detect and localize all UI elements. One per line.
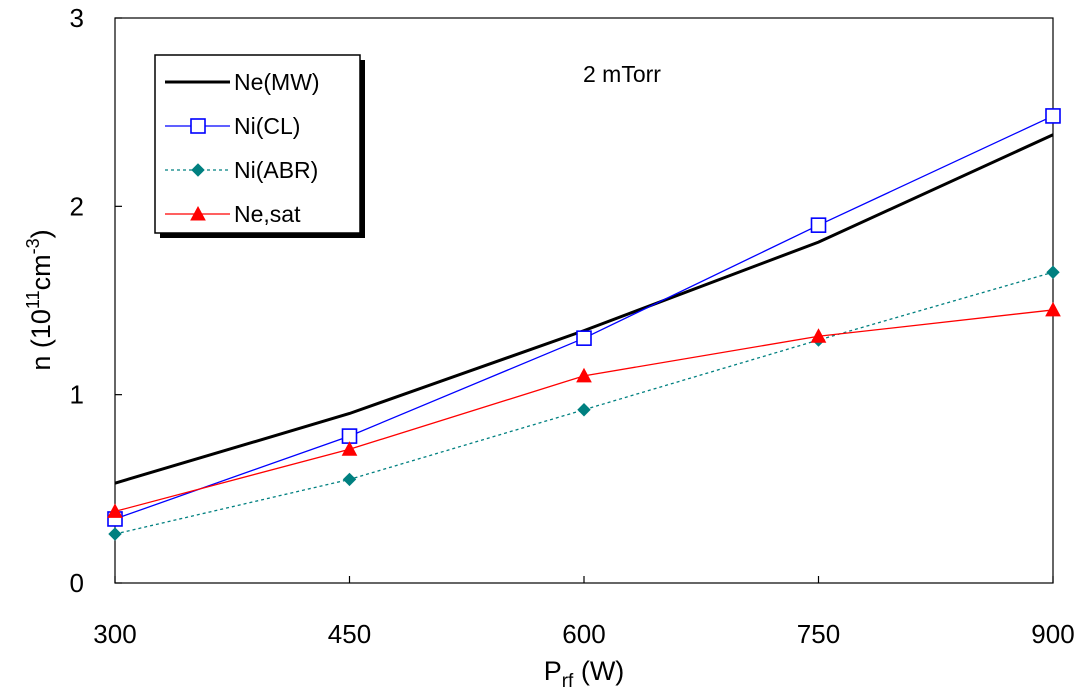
- x-tick-label: 600: [562, 619, 605, 649]
- legend-label-ni-cl: Ni(CL): [234, 113, 300, 139]
- data-point-ne-sat: [1045, 301, 1061, 317]
- data-point-ne-sat: [107, 503, 123, 518]
- x-axis-title-main: P: [544, 656, 562, 686]
- y-tick-label: 3: [70, 3, 84, 33]
- x-tick-label: 750: [797, 619, 840, 649]
- data-point-ni-cl: [1045, 108, 1061, 124]
- y-axis-title-post: ): [26, 229, 56, 238]
- y-axis-title-sup2: -3: [23, 238, 43, 254]
- data-point-ni-abr: [342, 472, 357, 487]
- axis-ticks: 300 450 600 750 900 0 1 2 3: [70, 3, 1075, 649]
- series-group: [107, 108, 1061, 541]
- data-point-ni-abr: [577, 403, 591, 417]
- legend-marker-ne-sat: [190, 205, 206, 221]
- x-tick-label: 900: [1031, 619, 1074, 649]
- data-point-ni-cl: [810, 217, 827, 233]
- data-point-ne-sat: [810, 328, 827, 343]
- series-line-ni-abr: [114, 271, 1054, 535]
- legend-label-ne-sat: Ne,sat: [234, 201, 301, 227]
- x-tick-label: 450: [328, 619, 371, 649]
- series-ne-sat: [107, 301, 1061, 518]
- legend-label-ne-mw: Ne(MW): [234, 69, 320, 95]
- x-tick-label: 300: [93, 619, 136, 649]
- legend-label-ni-abr: Ni(ABR): [234, 157, 318, 183]
- data-point-ni-cl: [576, 330, 592, 346]
- x-axis-title-unit: (W): [573, 656, 624, 686]
- y-tick-label: 2: [70, 191, 84, 221]
- legend-marker-ni-abr: [191, 163, 205, 177]
- x-axis-title: Prf (W): [544, 656, 625, 690]
- y-axis-title-sup1: 11: [23, 290, 43, 309]
- x-axis-title-subscript: rf: [562, 671, 574, 690]
- legend-marker-ni-cl: [190, 118, 206, 134]
- data-point-ne-sat: [576, 367, 592, 383]
- legend: Ne(MW) Ni(CL) Ni(ABR) Ne,sat: [154, 54, 365, 238]
- data-point-ni-cl: [341, 428, 358, 444]
- annotation-2-mtorr: 2 mTorr: [583, 61, 661, 87]
- y-axis-title: n (1011cm-3): [23, 229, 56, 370]
- y-axis-title-mid: cm: [26, 254, 56, 290]
- y-tick-label: 1: [70, 380, 84, 410]
- data-point-ni-abr: [1046, 265, 1060, 279]
- data-point-ni-abr: [108, 527, 122, 541]
- y-tick-label: 0: [70, 568, 84, 598]
- legend-box: [154, 54, 361, 234]
- data-point-ne-sat: [341, 441, 358, 456]
- y-axis-title-pre: n (10: [26, 309, 56, 371]
